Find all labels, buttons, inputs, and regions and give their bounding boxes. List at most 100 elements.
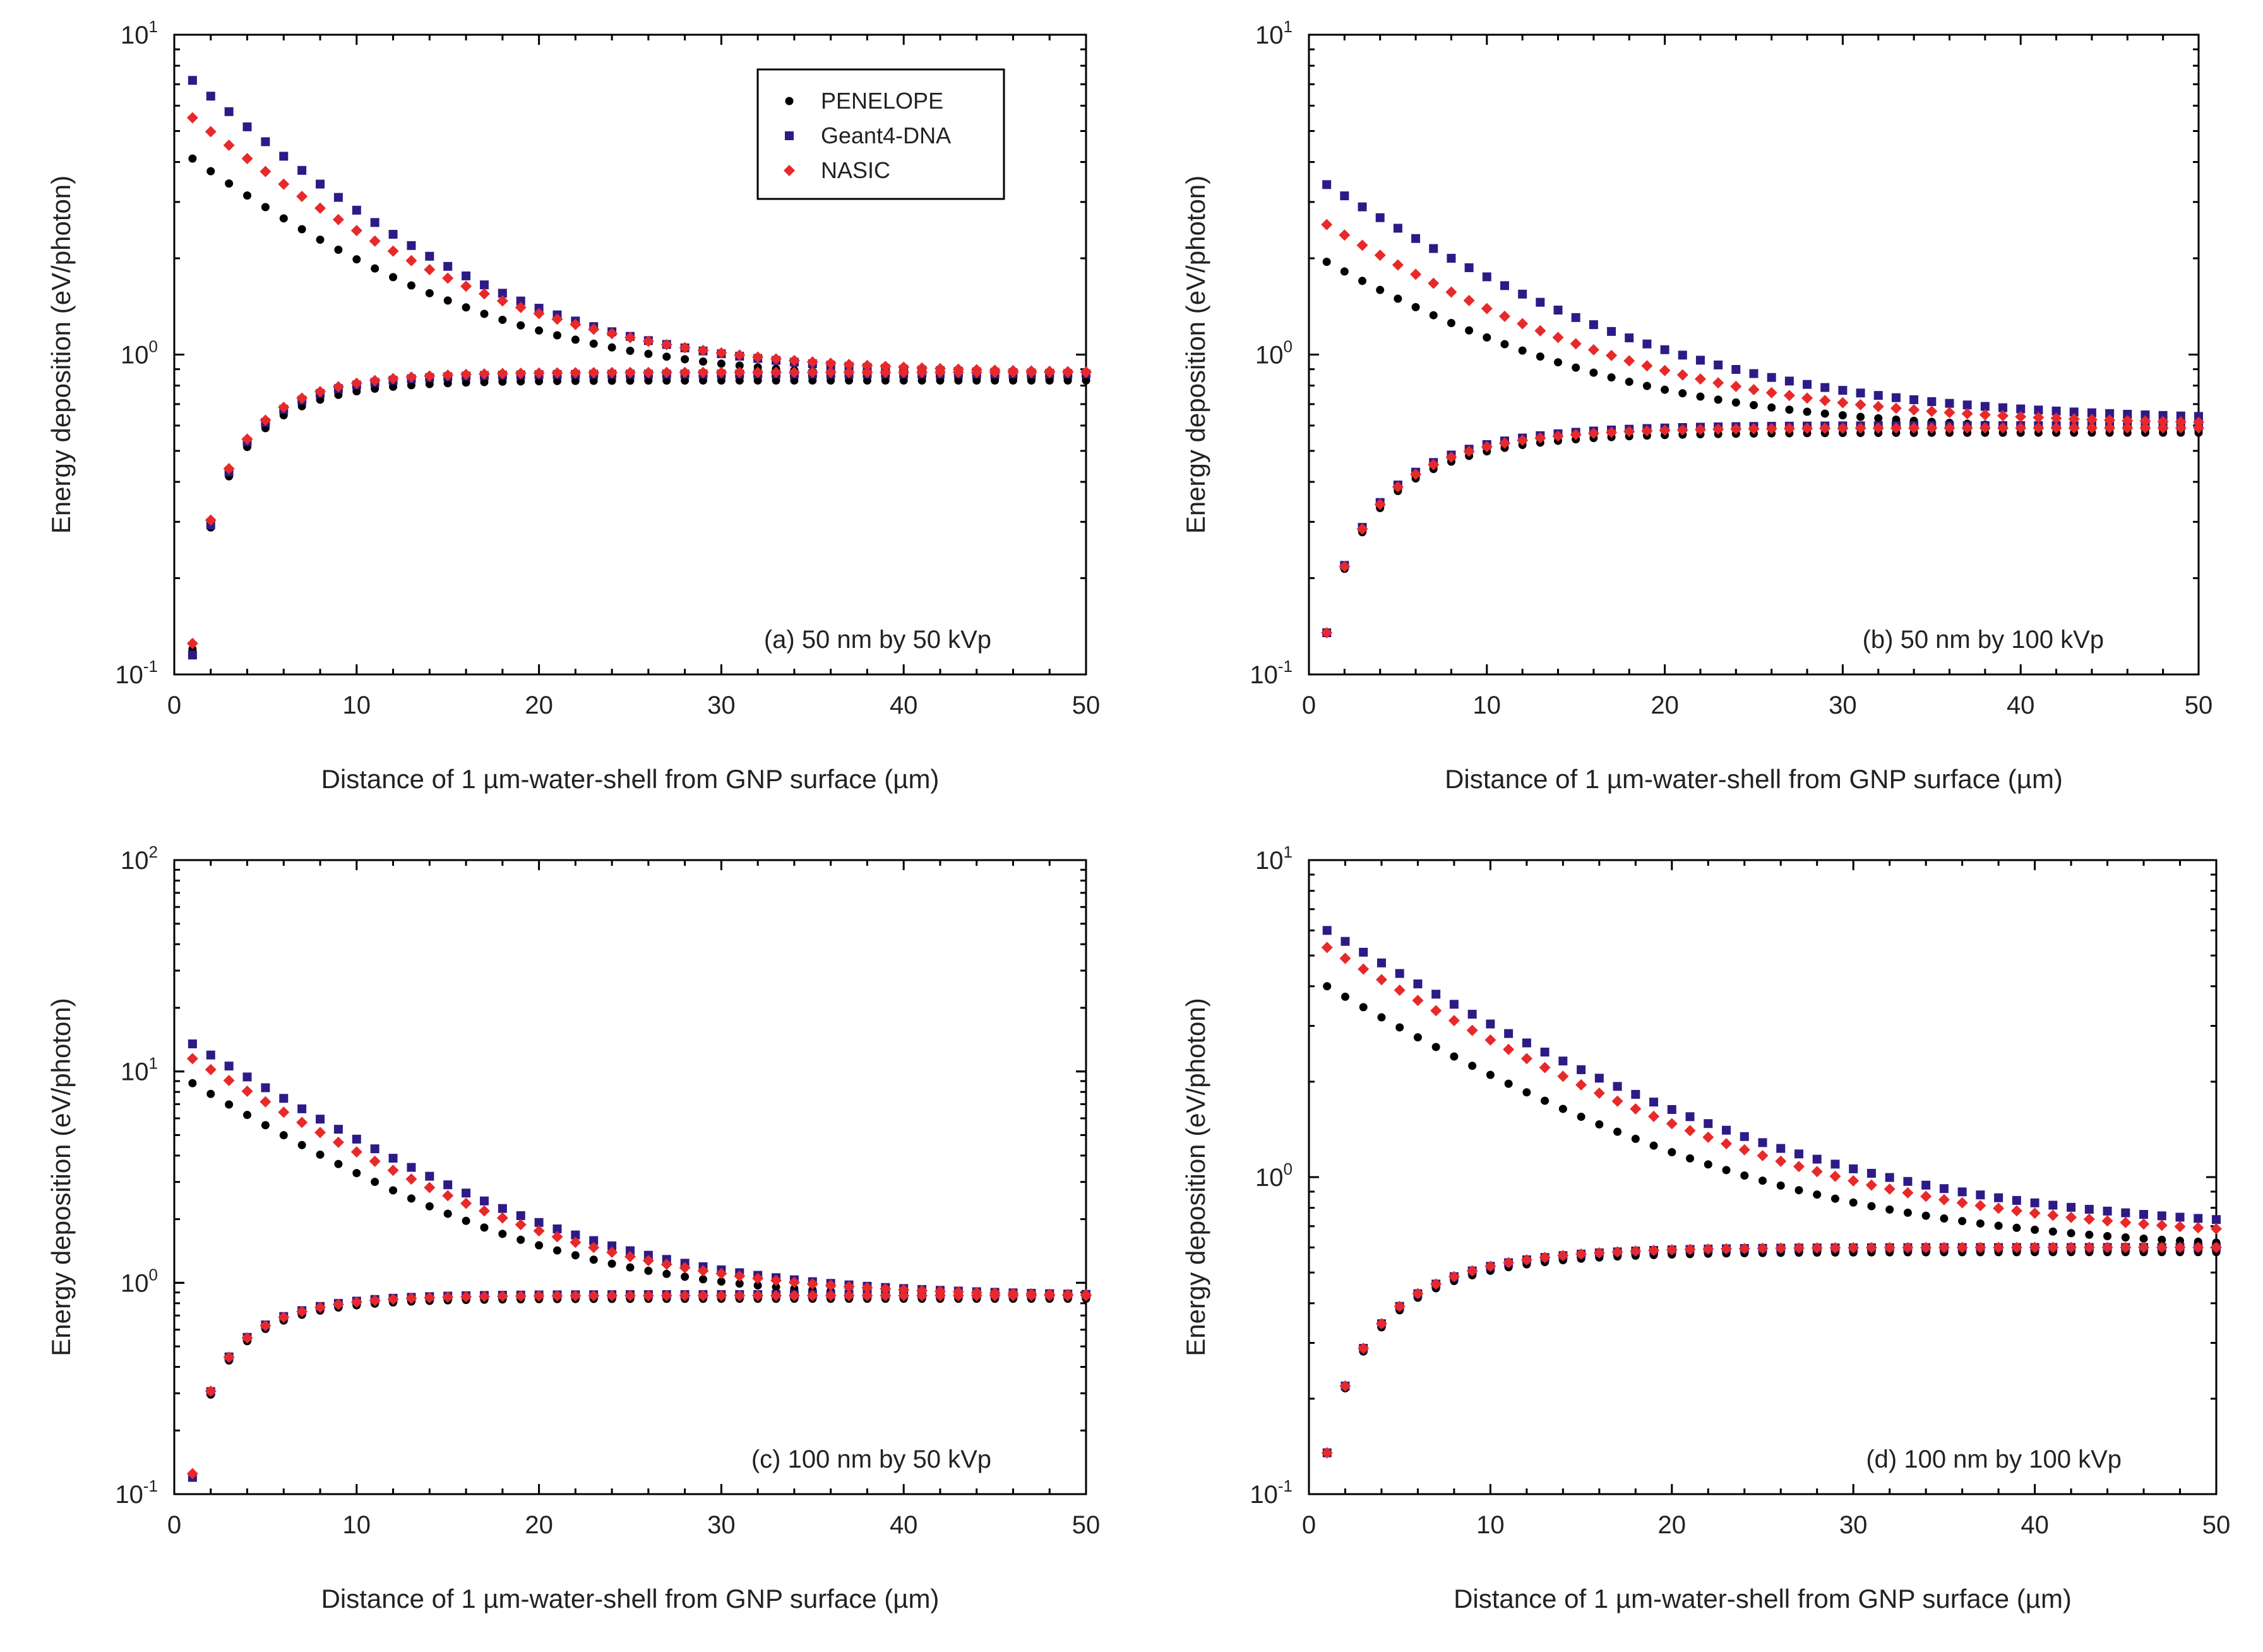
data-point bbox=[1025, 1290, 1037, 1302]
series-nasic-inner bbox=[186, 1290, 1092, 1480]
data-point bbox=[2083, 1213, 2095, 1225]
data-point bbox=[1358, 202, 1367, 212]
data-point bbox=[1926, 405, 1938, 417]
data-point bbox=[1758, 1138, 1767, 1147]
data-point bbox=[1811, 1166, 1823, 1178]
x-tick-label: 20 bbox=[525, 1511, 553, 1539]
data-point bbox=[224, 107, 234, 116]
data-point bbox=[424, 1182, 436, 1194]
data-point bbox=[1321, 942, 1333, 954]
data-point bbox=[806, 1278, 818, 1290]
data-point bbox=[279, 214, 288, 223]
data-point bbox=[1374, 249, 1386, 261]
data-point bbox=[1961, 422, 1973, 434]
data-point bbox=[1376, 285, 1385, 294]
data-point bbox=[241, 153, 253, 165]
data-point bbox=[1504, 1079, 1513, 1088]
data-point bbox=[626, 1263, 635, 1272]
data-point bbox=[1587, 428, 1599, 440]
data-point bbox=[1394, 984, 1406, 996]
data-point bbox=[606, 1246, 618, 1258]
data-point bbox=[407, 1163, 416, 1172]
data-point bbox=[1503, 1257, 1515, 1269]
plot-frame bbox=[173, 859, 1087, 1495]
data-point bbox=[1684, 1125, 1696, 1137]
data-point bbox=[1445, 286, 1457, 298]
data-point bbox=[697, 1265, 709, 1277]
data-point bbox=[1359, 1003, 1368, 1012]
data-point bbox=[2122, 422, 2134, 434]
data-point bbox=[1722, 1166, 1731, 1175]
y-tick-label: 100 bbox=[121, 337, 158, 369]
data-point bbox=[241, 433, 253, 445]
data-point bbox=[1607, 373, 1616, 382]
data-point bbox=[1956, 1197, 1968, 1209]
data-point bbox=[1358, 1343, 1370, 1355]
data-point bbox=[1557, 1250, 1569, 1262]
data-point bbox=[278, 401, 290, 413]
data-point bbox=[1413, 1033, 1422, 1042]
data-point bbox=[371, 1178, 379, 1187]
data-point bbox=[2194, 1214, 2203, 1223]
data-point bbox=[571, 1251, 580, 1260]
series-penelope-outer bbox=[1322, 258, 2203, 434]
data-point bbox=[808, 376, 817, 385]
data-point bbox=[2015, 422, 2027, 434]
data-point bbox=[1536, 352, 1544, 361]
data-point bbox=[1340, 992, 1349, 1001]
data-point bbox=[1429, 311, 1438, 320]
data-point bbox=[186, 1468, 198, 1480]
data-point bbox=[1428, 277, 1440, 289]
data-point bbox=[480, 309, 489, 318]
data-point bbox=[1721, 1138, 1733, 1150]
data-point bbox=[535, 377, 544, 386]
data-point bbox=[443, 296, 452, 305]
legend-label: Geant4-DNA bbox=[821, 123, 951, 148]
series-penelope-outer bbox=[1323, 982, 2221, 1247]
data-point bbox=[1522, 1088, 1531, 1097]
data-point bbox=[551, 1290, 563, 1302]
data-point bbox=[1811, 1242, 1823, 1254]
data-point bbox=[1412, 995, 1424, 1007]
data-point bbox=[2048, 1227, 2057, 1236]
x-tick-label: 30 bbox=[1829, 691, 1857, 719]
data-point bbox=[1375, 974, 1387, 986]
data-point bbox=[607, 376, 616, 385]
data-point bbox=[1322, 926, 1332, 935]
data-point bbox=[1685, 1112, 1695, 1122]
data-point bbox=[699, 1275, 708, 1284]
data-point bbox=[1767, 373, 1776, 382]
data-point bbox=[1552, 430, 1564, 442]
data-point bbox=[1997, 422, 2009, 434]
data-point bbox=[1865, 1242, 1877, 1254]
data-point bbox=[223, 1351, 235, 1363]
data-point bbox=[1890, 402, 1902, 414]
data-point bbox=[261, 1121, 270, 1130]
data-point bbox=[1920, 1242, 1932, 1254]
data-point bbox=[2086, 422, 2098, 434]
data-point bbox=[369, 1295, 381, 1307]
data-point bbox=[1481, 441, 1493, 453]
data-point bbox=[261, 1083, 270, 1092]
data-point bbox=[2175, 422, 2187, 434]
data-point bbox=[660, 366, 672, 378]
data-point bbox=[533, 308, 545, 320]
data-point bbox=[1837, 422, 1849, 434]
y-tick-label: 101 bbox=[121, 1054, 158, 1086]
data-point bbox=[1856, 388, 1865, 398]
data-point bbox=[2192, 1242, 2204, 1254]
data-point bbox=[1611, 1246, 1623, 1258]
data-point bbox=[2103, 1206, 2112, 1216]
data-point bbox=[186, 637, 198, 649]
data-point bbox=[369, 235, 381, 247]
data-point bbox=[1820, 409, 1829, 418]
data-point bbox=[332, 213, 344, 225]
data-point bbox=[425, 1202, 434, 1211]
data-point bbox=[1589, 320, 1598, 330]
data-point bbox=[770, 366, 782, 378]
data-point bbox=[1874, 414, 1883, 422]
plot-frame bbox=[1308, 33, 2200, 676]
series-nasic-inner bbox=[1321, 1242, 2222, 1459]
x-tick-label: 30 bbox=[707, 1511, 736, 1539]
data-point bbox=[2085, 1230, 2094, 1239]
